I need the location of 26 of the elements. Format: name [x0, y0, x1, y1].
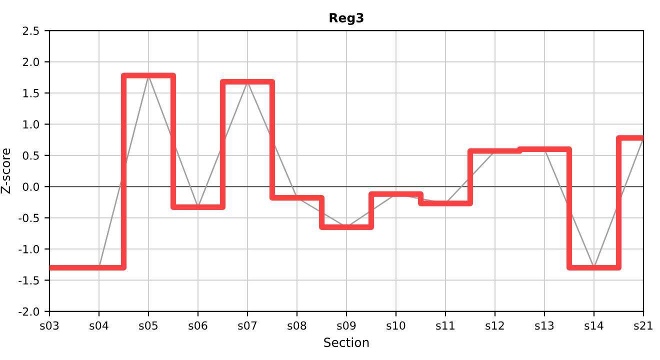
x-tick-label: s21: [634, 321, 652, 330]
x-tick-label: s12: [486, 321, 504, 330]
y-tick-label: 0.5: [22, 151, 39, 160]
x-tick-label: s10: [386, 321, 406, 330]
y-tick-label: 2.0: [22, 58, 40, 66]
x-tick-label: s04: [90, 321, 108, 330]
x-tick-label: s07: [238, 321, 257, 330]
chart-title: Reg3: [330, 12, 364, 25]
y-tick-label: 1.0: [23, 120, 40, 129]
x-tick-label: s11: [436, 321, 454, 330]
x-tick-label: s14: [584, 321, 604, 330]
y-tick-label: 2.5: [22, 26, 39, 35]
y-axis-title: Z-score: [0, 148, 10, 194]
x-tick-label: s03: [40, 321, 59, 330]
y-tick-label: -0.5: [18, 214, 39, 222]
x-tick-label: s05: [139, 321, 158, 330]
y-tick-label: 0.0: [22, 182, 40, 191]
y-tick-label: 1.5: [23, 89, 39, 98]
x-tick-label: s13: [535, 321, 554, 330]
x-axis-title: Section: [324, 337, 369, 348]
y-tick-label: -2.0: [18, 307, 40, 316]
x-tick-label: s08: [288, 321, 306, 330]
y-tick-label: -1.0: [18, 244, 40, 254]
x-tick-label: s09: [337, 321, 356, 330]
y-tick-label: -1.5: [18, 276, 39, 285]
x-tick-label: s06: [188, 321, 208, 330]
